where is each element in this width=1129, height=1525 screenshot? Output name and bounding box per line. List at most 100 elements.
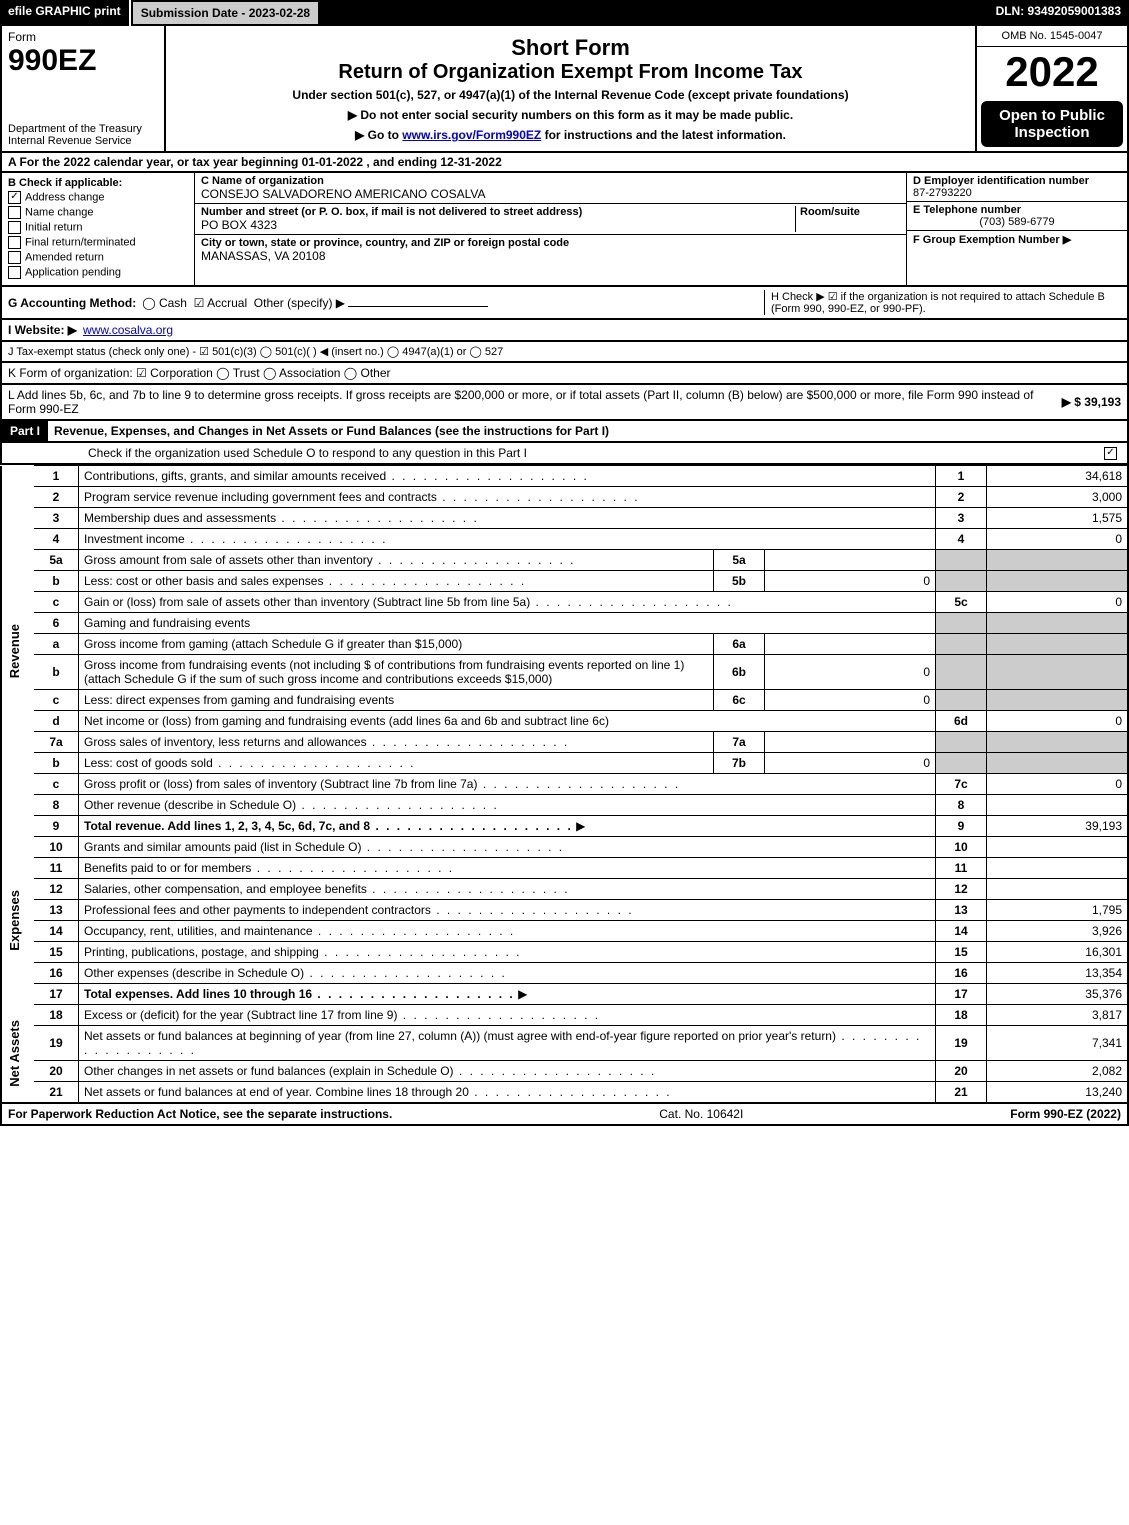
line-num: 14 [34,921,79,942]
lines-table: Revenue 1 Contributions, gifts, grants, … [0,465,1129,1104]
shaded-cell [936,571,987,592]
table-row: c Less: direct expenses from gaming and … [1,690,1128,711]
line-num: 1 [34,466,79,487]
table-row: 3 Membership dues and assessments 3 1,57… [1,508,1128,529]
amt-val [987,858,1129,879]
h-note: H Check ▶ ☑ if the organization is not r… [764,290,1121,315]
table-row: c Gross profit or (loss) from sales of i… [1,774,1128,795]
tax-year: 2022 [977,47,1127,97]
phone-label: E Telephone number [913,204,1021,216]
check-final-return[interactable]: Final return/terminated [8,236,188,249]
sub-num: 7b [714,753,765,774]
goto-pre: ▶ Go to [355,128,402,142]
amt-num: 16 [936,963,987,984]
check-initial-return[interactable]: Initial return [8,221,188,234]
checkbox-icon [8,191,21,204]
line-desc: Program service revenue including govern… [84,490,640,504]
amt-val: 2,082 [987,1061,1129,1082]
line-num: 19 [34,1026,79,1061]
checkbox-icon [8,266,21,279]
line-desc: Net assets or fund balances at beginning… [84,1029,921,1057]
line-desc: Grants and similar amounts paid (list in… [84,840,564,854]
irs-link[interactable]: www.irs.gov/Form990EZ [402,128,541,142]
check-application-pending[interactable]: Application pending [8,266,188,279]
line-desc: Total expenses. Add lines 10 through 16 [84,987,515,1001]
footer-mid: Cat. No. 10642I [659,1107,743,1121]
line-num: b [34,655,79,690]
line-num: 16 [34,963,79,984]
submission-date: Submission Date - 2023-02-28 [131,0,320,26]
sub-num: 5b [714,571,765,592]
table-row: 6 Gaming and fundraising events [1,613,1128,634]
sub-num: 6b [714,655,765,690]
amt-num: 9 [936,816,987,837]
line-num: 17 [34,984,79,1005]
efile-label: efile GRAPHIC print [0,0,131,26]
check-amended-return[interactable]: Amended return [8,251,188,264]
line-num: 8 [34,795,79,816]
table-row: 13 Professional fees and other payments … [1,900,1128,921]
shaded-cell [987,732,1129,753]
amt-num: 6d [936,711,987,732]
part1-title: Revenue, Expenses, and Changes in Net As… [48,422,615,440]
dln-label: DLN: 93492059001383 [988,0,1129,26]
line-desc: Benefits paid to or for members [84,861,454,875]
amt-val: 16,301 [987,942,1129,963]
table-row: a Gross income from gaming (attach Sched… [1,634,1128,655]
check-label: Name change [25,206,94,218]
shaded-cell [987,690,1129,711]
table-row: d Net income or (loss) from gaming and f… [1,711,1128,732]
checkbox-icon[interactable] [1104,447,1117,460]
goto-note: ▶ Go to www.irs.gov/Form990EZ for instru… [172,128,969,142]
amt-num: 20 [936,1061,987,1082]
line-num: 7a [34,732,79,753]
g-label: G Accounting Method: [8,296,136,310]
line-desc: Total revenue. Add lines 1, 2, 3, 4, 5c,… [84,819,573,833]
table-row: 15 Printing, publications, postage, and … [1,942,1128,963]
shaded-cell [987,613,1129,634]
shaded-cell [987,571,1129,592]
check-name-change[interactable]: Name change [8,206,188,219]
line-num: 10 [34,837,79,858]
table-row: Expenses 10 Grants and similar amounts p… [1,837,1128,858]
table-row: Net Assets 18 Excess or (deficit) for th… [1,1005,1128,1026]
checkbox-icon [8,206,21,219]
form-number: 990EZ [8,44,158,78]
phone-row: E Telephone number (703) 589-6779 [907,202,1127,231]
table-row: b Less: cost or other basis and sales ex… [1,571,1128,592]
line-num: 3 [34,508,79,529]
row-k: K Form of organization: ☑ Corporation ◯ … [0,363,1129,385]
subtitle: Under section 501(c), 527, or 4947(a)(1)… [172,88,969,102]
website-link[interactable]: www.cosalva.org [83,323,173,337]
shaded-cell [987,634,1129,655]
other-option[interactable]: Other (specify) ▶ [254,296,489,310]
accrual-option[interactable]: ☑ Accrual [194,296,247,310]
net-assets-side-label: Net Assets [1,1005,34,1104]
org-name-row: C Name of organization CONSEJO SALVADORE… [195,173,906,204]
omb-number: OMB No. 1545-0047 [977,26,1127,47]
line-desc: Gain or (loss) from sale of assets other… [84,595,733,609]
i-label: I Website: ▶ [8,323,77,337]
amt-num: 1 [936,466,987,487]
shaded-cell [936,613,987,634]
check-label: Final return/terminated [25,236,136,248]
sub-num: 5a [714,550,765,571]
line-desc: Less: cost or other basis and sales expe… [84,574,526,588]
amt-val: 1,575 [987,508,1129,529]
check-address-change[interactable]: Address change [8,191,188,204]
line-desc: Excess or (deficit) for the year (Subtra… [84,1008,600,1022]
table-row: b Gross income from fundraising events (… [1,655,1128,690]
shaded-cell [936,655,987,690]
table-row: 4 Investment income 4 0 [1,529,1128,550]
cash-option[interactable]: ◯ Cash [142,296,187,310]
shaded-cell [936,732,987,753]
line-num: 20 [34,1061,79,1082]
row-g: G Accounting Method: ◯ Cash ☑ Accrual Ot… [0,287,1129,320]
sub-val: 0 [765,655,936,690]
title-col: Short Form Return of Organization Exempt… [166,26,975,151]
amt-val: 1,795 [987,900,1129,921]
table-row: 7a Gross sales of inventory, less return… [1,732,1128,753]
line-desc: Gaming and fundraising events [84,616,250,630]
info-block: B Check if applicable: Address change Na… [0,173,1129,287]
line-desc: Occupancy, rent, utilities, and maintena… [84,924,515,938]
